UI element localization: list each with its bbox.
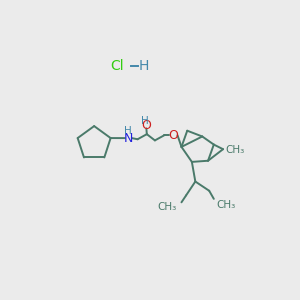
- Text: CH₃: CH₃: [158, 202, 177, 212]
- Text: CH₃: CH₃: [216, 200, 236, 210]
- Text: O: O: [141, 119, 151, 132]
- Text: CH₃: CH₃: [225, 145, 244, 155]
- Text: N: N: [124, 132, 133, 145]
- Text: H: H: [139, 59, 149, 73]
- Text: Cl: Cl: [110, 59, 124, 73]
- Text: H: H: [141, 116, 148, 126]
- Text: H: H: [124, 126, 132, 136]
- Text: O: O: [168, 129, 178, 142]
